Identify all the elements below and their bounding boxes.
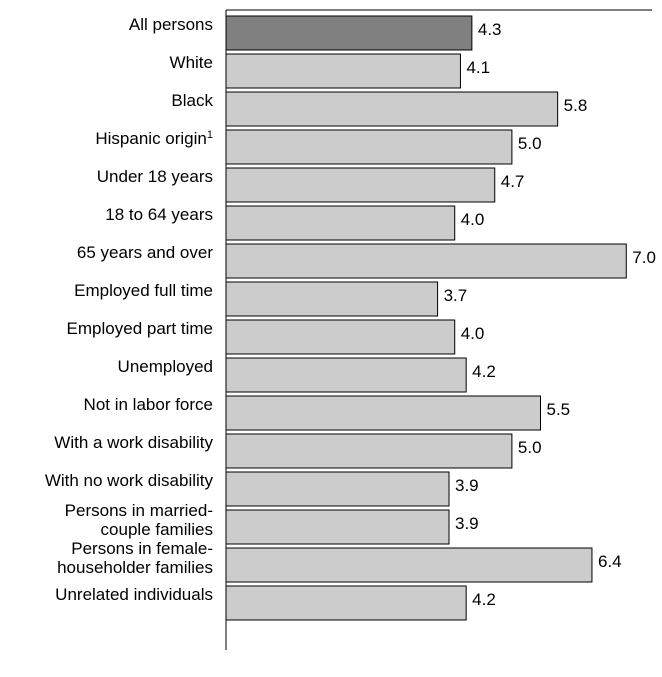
- category-label-4: Under 18 years: [97, 167, 213, 186]
- bar-0: [225, 15, 473, 51]
- bar-2: [225, 91, 559, 127]
- bar-4: [225, 167, 496, 203]
- value-label-12: 3.9: [455, 476, 479, 495]
- bar-7: [225, 281, 439, 317]
- bar-1: [225, 53, 461, 89]
- bar-15: [225, 585, 467, 621]
- bars: [225, 15, 627, 621]
- bar-9: [225, 357, 467, 393]
- value-label-0: 4.3: [478, 20, 502, 39]
- category-label-8: Employed part time: [67, 319, 213, 338]
- bar-8: [225, 319, 456, 355]
- category-label-13: Persons in married-couple families: [65, 501, 213, 539]
- category-label-12: With no work disability: [45, 471, 214, 490]
- value-label-6: 7.0: [632, 248, 656, 267]
- value-label-7: 3.7: [444, 286, 468, 305]
- category-label-3: Hispanic origin1: [95, 129, 213, 148]
- bar-5: [225, 205, 456, 241]
- value-label-14: 6.4: [598, 552, 622, 571]
- category-label-7: Employed full time: [74, 281, 213, 300]
- value-label-15: 4.2: [472, 590, 496, 609]
- bar-12: [225, 471, 450, 507]
- value-labels: 4.34.15.85.04.74.07.03.74.04.25.55.03.93…: [444, 20, 656, 609]
- category-label-1: White: [170, 53, 213, 72]
- category-label-2: Black: [171, 91, 213, 110]
- category-label-14: Persons in female-householder families: [57, 539, 213, 577]
- bar-11: [225, 433, 513, 469]
- category-labels: All persons White Black Hispanic origin1 Und…: [45, 15, 214, 604]
- category-label-15: Unrelated individuals: [55, 585, 213, 604]
- bar-3: [225, 129, 513, 165]
- value-label-11: 5.0: [518, 438, 542, 457]
- value-label-13: 3.9: [455, 514, 479, 533]
- category-label-10: Not in labor force: [84, 395, 213, 414]
- category-label-11: With a work disability: [54, 433, 213, 452]
- value-label-9: 4.2: [472, 362, 496, 381]
- value-label-4: 4.7: [501, 172, 525, 191]
- value-label-3: 5.0: [518, 134, 542, 153]
- value-label-2: 5.8: [564, 96, 588, 115]
- value-label-10: 5.5: [546, 400, 570, 419]
- value-label-1: 4.1: [466, 58, 490, 77]
- bar-13: [225, 509, 450, 545]
- category-label-5: 18 to 64 years: [105, 205, 213, 224]
- category-label-0: All persons: [129, 15, 213, 34]
- bar-10: [225, 395, 541, 431]
- value-label-8: 4.0: [461, 324, 485, 343]
- value-label-5: 4.0: [461, 210, 485, 229]
- category-label-9: Unemployed: [118, 357, 213, 376]
- bar-6: [225, 243, 627, 279]
- bar-14: [225, 547, 593, 583]
- category-label-6: 65 years and over: [77, 243, 213, 262]
